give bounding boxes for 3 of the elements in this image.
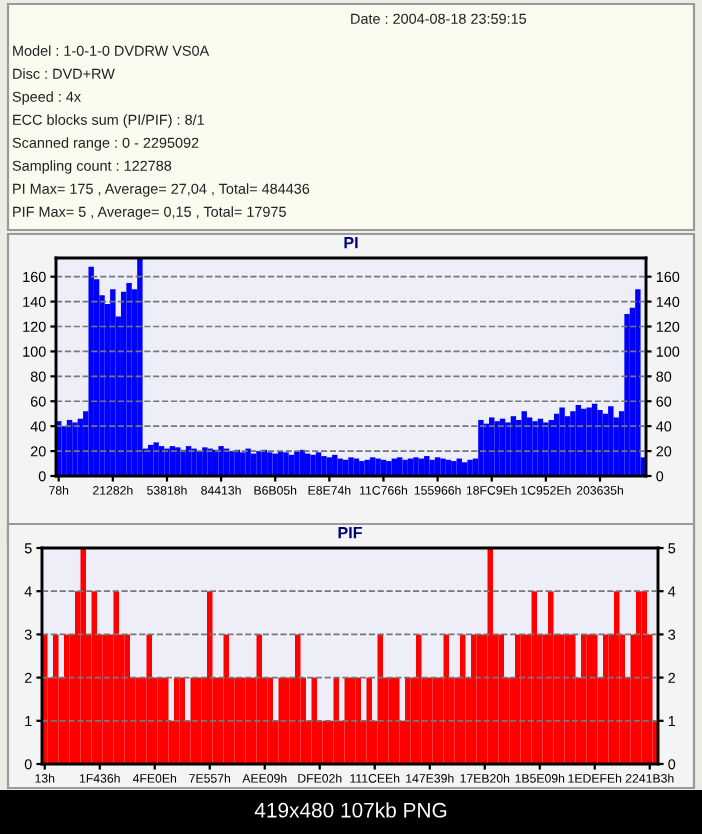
chart-title: PI xyxy=(344,237,358,249)
text: 419x480 107kb PNG xyxy=(254,802,447,818)
chart-title: PIF xyxy=(338,527,362,539)
